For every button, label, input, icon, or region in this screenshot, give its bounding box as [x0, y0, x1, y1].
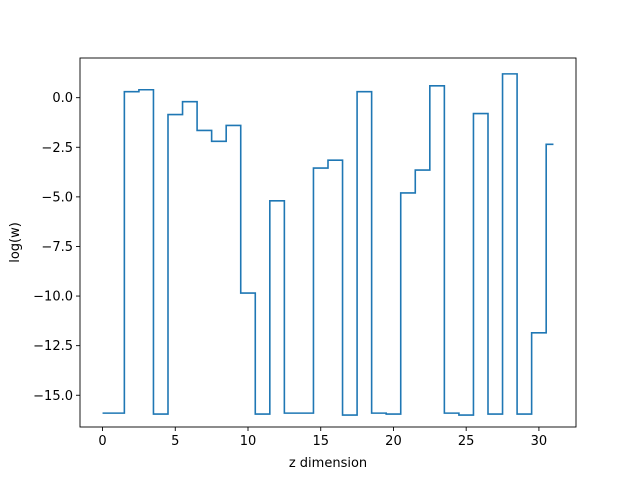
axes-frame — [79, 57, 577, 428]
x-tick-label: 15 — [312, 434, 329, 449]
x-tick-label: 30 — [531, 434, 548, 449]
x-tick-label: 10 — [240, 434, 257, 449]
x-axis: 0 5 10 15 20 25 30 — [98, 427, 547, 449]
series-line — [102, 73, 554, 416]
y-axis-label: log(w) — [8, 222, 23, 263]
y-tick-label: 0.0 — [52, 91, 73, 106]
y-tick-label: −2.5 — [41, 141, 73, 156]
x-tick-label: 25 — [458, 434, 475, 449]
y-axis: −15.0 −12.5 −10.0 −7.5 −5.0 −2.5 0.0 — [33, 91, 80, 404]
y-tick-label: −10.0 — [33, 290, 73, 305]
x-axis-label: z dimension — [289, 456, 367, 471]
x-tick-label: 5 — [171, 434, 179, 449]
y-tick-label: −7.5 — [41, 240, 73, 255]
y-tick-label: −15.0 — [33, 389, 73, 404]
y-tick-label: −12.5 — [33, 339, 73, 354]
y-tick-label: −5.0 — [41, 190, 73, 205]
x-tick-label: 0 — [98, 434, 106, 449]
x-tick-label: 20 — [385, 434, 402, 449]
